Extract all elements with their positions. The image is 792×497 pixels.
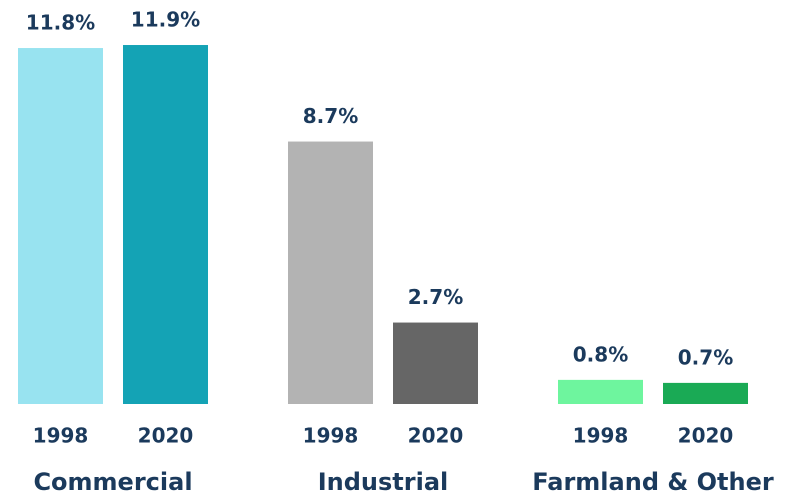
series-label: 2020 (138, 424, 194, 448)
category-label: Farmland & Other (532, 468, 774, 496)
bar (558, 379, 643, 404)
value-label: 0.7% (678, 345, 733, 369)
bar (393, 322, 478, 404)
series-label: 2020 (408, 424, 464, 448)
series-label: 1998 (33, 424, 89, 448)
category-label: Commercial (33, 468, 192, 496)
series-label: 1998 (303, 424, 359, 448)
value-label: 0.8% (573, 342, 628, 366)
bar (663, 382, 748, 404)
series-label: 1998 (573, 424, 629, 448)
bar (288, 141, 373, 405)
value-label: 11.8% (26, 11, 95, 35)
value-label: 11.9% (131, 8, 200, 32)
value-label: 8.7% (303, 104, 358, 128)
series-label: 2020 (678, 424, 734, 448)
category-label: Industrial (318, 468, 449, 496)
value-label: 2.7% (408, 285, 463, 309)
bar (18, 48, 103, 405)
bar (123, 45, 208, 405)
